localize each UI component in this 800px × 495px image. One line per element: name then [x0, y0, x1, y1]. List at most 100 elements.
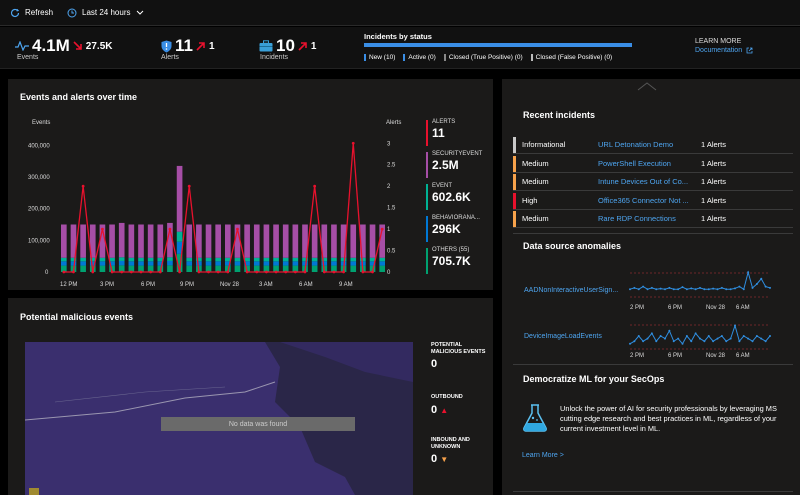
malicious-stat-number: 0: [431, 403, 438, 416]
right-tick-label: 1: [387, 227, 391, 233]
alerts-stat[interactable]: 11 1: [161, 36, 215, 56]
event-bar-segment: [196, 261, 202, 266]
event-bar-segment: [186, 257, 193, 262]
divider: [513, 491, 793, 492]
malicious-stat: OUTBOUND 0 ▲: [431, 394, 491, 416]
incident-row[interactable]: Informational URL Detonation Demo 1 Alerts: [513, 136, 793, 154]
anomaly-point: [764, 285, 767, 288]
status-progress-track: [364, 43, 632, 47]
incident-name[interactable]: PowerShell Execution: [598, 158, 671, 168]
incident-name[interactable]: Office365 Connector Not ...: [598, 195, 689, 205]
event-bar-segment: [360, 257, 366, 262]
status-legend-item: Closed (False Positive) (0): [530, 54, 612, 61]
x-tick-label: 3 PM: [100, 282, 114, 288]
event-bar-segment: [61, 224, 67, 258]
event-bar-segment: [61, 261, 67, 266]
event-bar-segment: [311, 257, 318, 262]
right-tick-label: 1.5: [387, 206, 396, 212]
refresh-icon: [10, 8, 20, 17]
incident-severity: Medium: [522, 177, 549, 186]
event-bar-segment: [253, 257, 260, 262]
event-bar-segment: [128, 265, 135, 272]
events-stat[interactable]: 4.1M 27.5K: [15, 36, 112, 56]
incident-name[interactable]: URL Detonation Demo: [598, 140, 674, 149]
incident-row[interactable]: Medium Rare RDP Connections 1 Alerts: [513, 210, 793, 228]
anomaly-point: [655, 288, 658, 291]
anomaly-point: [707, 335, 710, 337]
anomaly-point: [720, 335, 723, 337]
alerts-caption: Alerts: [161, 54, 179, 61]
anomaly-point: [699, 286, 701, 289]
learn-more-link[interactable]: Learn More >: [522, 452, 564, 459]
alerts-point: [342, 270, 345, 274]
anomaly-point: [637, 335, 640, 337]
anomaly-point: [690, 287, 693, 290]
time-range-dropdown[interactable]: Last 24 hours: [67, 8, 143, 18]
events-alerts-chart: Events Alerts 0 100,000 200,000 300,000 400,00…: [28, 120, 401, 288]
event-bar-segment: [70, 261, 77, 266]
event-bar-segment: [157, 224, 164, 258]
event-bar-segment: [109, 265, 115, 272]
incident-severity: High: [522, 195, 538, 205]
world-map[interactable]: No data was found: [25, 342, 413, 495]
event-bar-segment: [369, 261, 376, 266]
incident-row[interactable]: Medium Intune Devices Out of Co... 1 Alert…: [513, 173, 793, 191]
event-bar-segment: [302, 257, 308, 262]
anomaly-point: [637, 288, 640, 291]
legend-swatch: [426, 184, 428, 210]
event-bar-segment: [282, 265, 289, 272]
event-bar-segment: [109, 261, 115, 266]
event-bar-segment: [350, 224, 357, 258]
anomaly-x-tick: 6 AM: [736, 305, 750, 311]
collapse-chevron-up-icon[interactable]: [637, 82, 657, 91]
event-bar-segment: [331, 265, 337, 272]
event-bar-segment: [80, 224, 86, 258]
event-bar-segment: [321, 224, 328, 258]
alerts-point: [265, 270, 268, 274]
status-label: Active (0): [408, 54, 436, 61]
event-bar-segment: [205, 224, 212, 258]
documentation-link[interactable]: Documentation: [695, 47, 753, 54]
alerts-point: [245, 270, 249, 274]
incident-name[interactable]: Intune Devices Out of Co...: [598, 177, 689, 186]
right-tick-label: 3: [387, 141, 391, 147]
anomaly-point: [769, 286, 771, 289]
anomaly-name-1[interactable]: DeviceImageLoadEvents: [524, 333, 602, 340]
event-bar-segment: [302, 224, 308, 258]
legend-name: OTHERS (55): [432, 247, 470, 253]
anomaly-name-0[interactable]: AADNonInteractiveUserSign...: [524, 287, 619, 294]
anomaly-point: [685, 335, 688, 337]
left-tick-label: 100,000: [28, 238, 50, 244]
event-bar-segment: [118, 265, 125, 272]
incident-name[interactable]: Rare RDP Connections: [598, 214, 676, 223]
pulse-icon: [15, 41, 29, 51]
anomaly-x-tick: 2 PM: [630, 305, 644, 311]
alerts-point: [168, 227, 172, 231]
incidents-stat[interactable]: 10 1: [259, 36, 316, 56]
event-bar-segment: [302, 261, 308, 266]
event-bar-segment: [167, 265, 173, 272]
x-tick-label: 6 AM: [299, 282, 313, 288]
malicious-stat-value: 0 ▼: [431, 453, 491, 465]
event-bar-segment: [138, 261, 144, 266]
event-bar-segment: [167, 257, 173, 261]
incident-severity: Medium: [522, 158, 549, 168]
event-bar-segment: [234, 265, 241, 272]
anomaly-point: [751, 286, 754, 289]
documentation-link-label: Documentation: [695, 47, 743, 54]
legend-item[interactable]: BEHAVIORANA... 296K: [426, 215, 491, 246]
legend-item[interactable]: OTHERS (55) 705.7K: [426, 247, 491, 278]
incident-row[interactable]: High Office365 Connector Not ... 1 Alerts: [513, 192, 793, 210]
legend-item[interactable]: EVENT 602.6K: [426, 183, 491, 214]
refresh-button[interactable]: Refresh: [10, 8, 53, 18]
malicious-stat-value: 0 ▲: [431, 404, 491, 416]
event-bar-segment: [360, 224, 366, 258]
anomaly-point: [751, 340, 754, 343]
alerts-delta: 1: [208, 40, 215, 52]
legend-item[interactable]: ALERTS 11: [426, 119, 491, 150]
left-tick-label: 300,000: [28, 175, 50, 181]
incident-row[interactable]: Medium PowerShell Execution 1 Alerts: [513, 155, 793, 173]
status-label: Closed (True Positive) (0): [448, 54, 523, 61]
event-bar-segment: [186, 265, 193, 272]
legend-item[interactable]: SECURITYEVENT 2.5M: [426, 151, 491, 182]
